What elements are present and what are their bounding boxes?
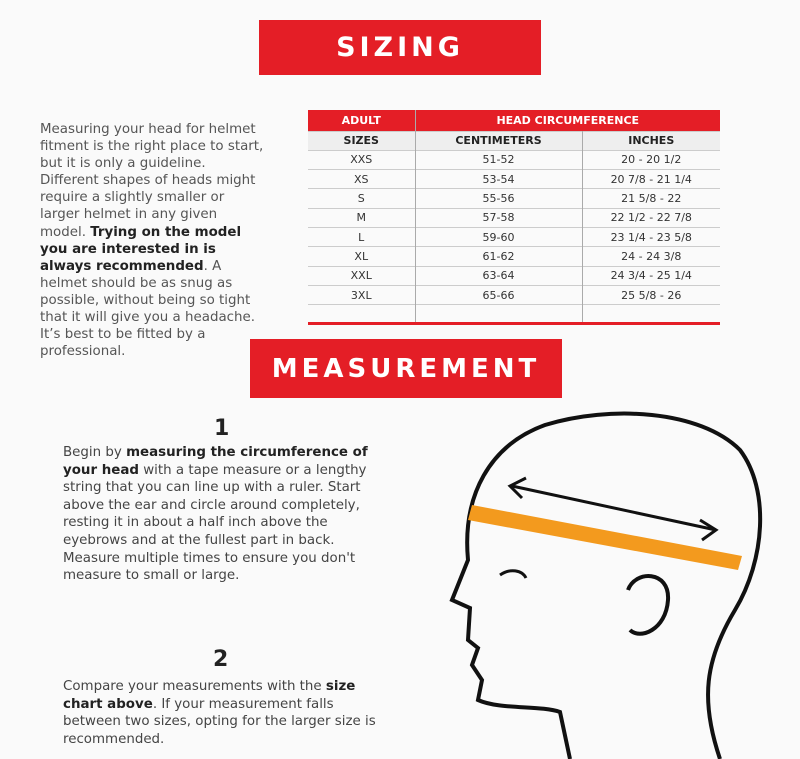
header-adult: ADULT (308, 110, 416, 131)
step-text: . If your measurement falls between two … (63, 696, 376, 747)
size-cell: XXS (308, 150, 416, 170)
step-bold: size chart above (63, 679, 356, 712)
intro-part: . A helmet should be as snug as possible… (40, 258, 255, 360)
table-row: S 55-56 21 5/8 - 22 (308, 188, 720, 209)
step-1-text: Begin by measuring the circumference of … (63, 444, 388, 585)
intro-part: Measuring your head for helmet fitment i… (40, 122, 264, 240)
sizing-banner: SIZING (259, 20, 541, 75)
intro-bold: Trying on the model you are interested i… (40, 224, 242, 274)
cm-cell: 65-66 (415, 285, 583, 305)
inches-cell: 25 5/8 - 26 (621, 288, 682, 302)
size-cell: 3XL (308, 285, 416, 305)
header-circumference: HEAD CIRCUMFERENCE (415, 110, 720, 131)
tape-measure (468, 505, 742, 570)
size-cell: XS (308, 169, 416, 189)
col-cm: CENTIMETERS (415, 131, 583, 151)
size-cell: M (308, 208, 416, 228)
inches-cell: 20 - 20 1/2 (621, 153, 682, 167)
step-text: with a tape measure or a lengthy string … (63, 462, 367, 584)
size-chart-table: ADULT HEAD CIRCUMFERENCE SIZES CENTIMETERS… (308, 110, 720, 326)
step-2-number: 2 (213, 647, 229, 672)
cm-cell: 57-58 (415, 208, 583, 228)
cm-cell: 51-52 (415, 150, 583, 170)
size-cell: S (308, 188, 416, 209)
table-row: L 59-60 23 1/4 - 23 5/8 (308, 227, 720, 247)
eye-shape (499, 569, 528, 579)
cm-cell: 59-60 (415, 227, 583, 247)
table-row: XL 61-62 24 - 24 3/8 (308, 246, 720, 267)
ear-shape (626, 574, 671, 636)
table-row: 3XL 65-66 25 5/8 - 26 (308, 285, 720, 305)
size-cell: XL (308, 246, 416, 267)
inches-cell: 24 - 24 3/8 (621, 249, 682, 263)
step-1-number: 1 (214, 416, 230, 441)
cm-cell: 63-64 (415, 266, 583, 286)
inches-cell: 22 1/2 - 22 7/8 (610, 211, 692, 225)
step-text: Compare your measurements with the (63, 679, 326, 694)
cm-cell: 53-54 (415, 169, 583, 189)
head-outline (449, 411, 763, 759)
step-bold: measuring the circumference of your head (63, 445, 368, 478)
empty-cell (308, 304, 416, 324)
col-inches: INCHES (582, 131, 720, 151)
empty-cell (415, 304, 583, 324)
measurement-banner: MEASUREMENT (250, 339, 562, 398)
cm-cell: 55-56 (415, 188, 583, 209)
table-row: XXL 63-64 24 3/4 - 25 1/4 (308, 266, 720, 286)
inches-cell: 21 5/8 - 22 (621, 192, 682, 206)
size-cell: L (308, 227, 416, 247)
inches-cell: 23 1/4 - 23 5/8 (610, 230, 692, 244)
sizing-title: SIZING (336, 32, 464, 63)
table-row: XS 53-54 20 7/8 - 21 1/4 (308, 169, 720, 189)
size-cell: XXL (308, 266, 416, 286)
table-row: XXS 51-52 20 - 20 1/2 (308, 150, 720, 170)
arrow-icon (507, 476, 719, 542)
intro-text: Measuring your head for helmet fitment i… (40, 121, 265, 360)
step-text: Begin by (63, 445, 127, 460)
step-2-text: Compare your measurements with the size … (63, 678, 388, 748)
inches-cell: 20 7/8 - 21 1/4 (610, 172, 692, 186)
table-row: M 57-58 22 1/2 - 22 7/8 (308, 208, 720, 228)
inches-cell: 24 3/4 - 25 1/4 (610, 269, 692, 283)
col-sizes: SIZES (308, 131, 416, 151)
measurement-title: MEASUREMENT (271, 353, 541, 384)
cm-cell: 61-62 (415, 246, 583, 267)
